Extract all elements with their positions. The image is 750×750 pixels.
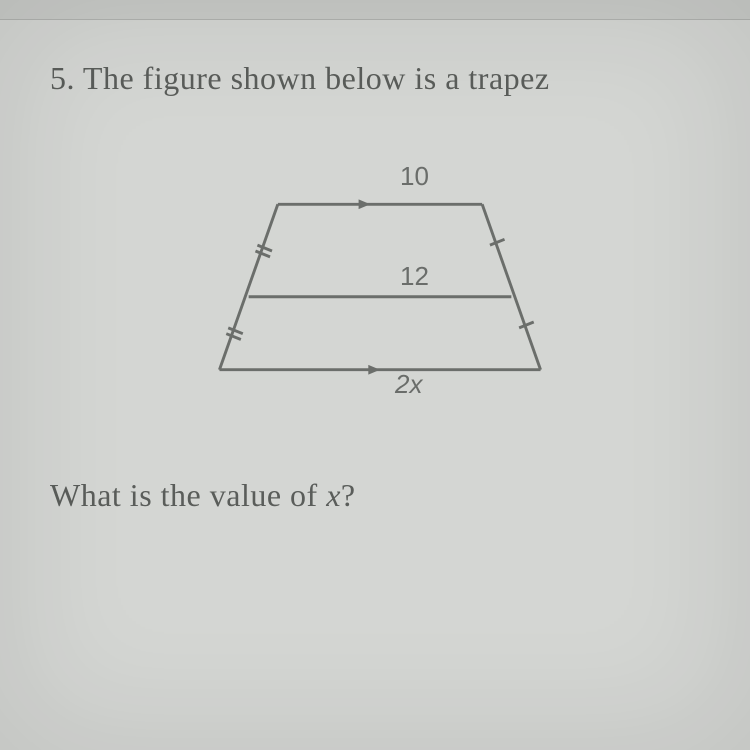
trapezoid-figure: 10 12 2x xyxy=(200,167,560,407)
prompt-var: x xyxy=(326,477,341,513)
trapezoid-svg xyxy=(200,167,560,407)
question-body: The figure shown below is a trapez xyxy=(83,60,550,96)
arrow-bottom xyxy=(368,365,380,375)
content-area: 5. The figure shown below is a trapez xyxy=(0,20,750,514)
arrow-top xyxy=(359,199,371,209)
tick-left-lower-1 xyxy=(228,328,243,334)
tick-left-lower-2 xyxy=(226,334,241,340)
question-number: 5. xyxy=(50,60,75,96)
prompt-suffix: ? xyxy=(341,477,356,513)
bottom-var: x xyxy=(409,369,422,399)
right-side xyxy=(482,204,540,369)
tick-left-upper-2 xyxy=(255,251,270,257)
prompt-prefix: What is the value of xyxy=(50,477,326,513)
label-bottom: 2x xyxy=(395,369,422,400)
bottom-coeff: 2 xyxy=(395,369,409,399)
prompt-text: What is the value of x? xyxy=(50,477,720,514)
label-top: 10 xyxy=(400,161,429,192)
question-text: 5. The figure shown below is a trapez xyxy=(50,60,720,97)
browser-top-bar xyxy=(0,0,750,20)
left-side xyxy=(219,204,277,369)
label-mid: 12 xyxy=(400,261,429,292)
tick-left-upper-1 xyxy=(257,245,272,251)
